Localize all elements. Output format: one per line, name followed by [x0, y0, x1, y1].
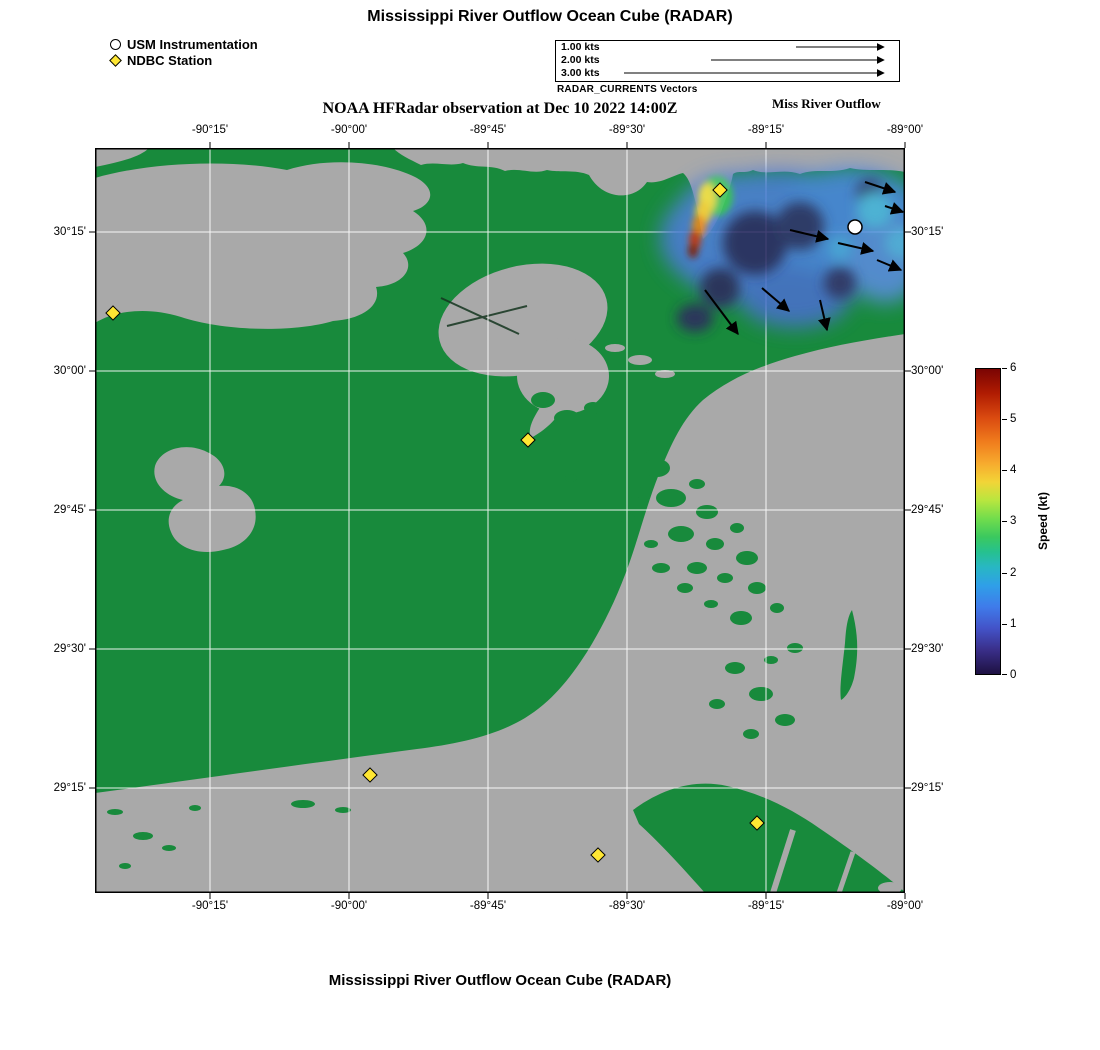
inland-lakes-west [154, 447, 256, 552]
lon-label-bottom: -89°30' [608, 900, 646, 912]
lon-label-bottom: -89°15' [747, 900, 785, 912]
colorbar-tick-label: 5 [1010, 413, 1017, 425]
waterway-channels [440, 297, 528, 335]
colorbar-tick [1002, 368, 1007, 369]
lat-label-left: 29°15' [53, 782, 86, 794]
lon-label-top: -90°00' [330, 124, 368, 136]
lat-label-right: 30°15' [911, 226, 944, 238]
ndbc-station-marker [105, 305, 121, 321]
lon-label-top: -89°30' [608, 124, 646, 136]
page-title: Mississippi River Outflow Ocean Cube (RA… [367, 8, 733, 25]
marker-legend: USM Instrumentation NDBC Station [109, 36, 258, 68]
colorbar-tick [1002, 624, 1007, 625]
lat-label-right: 29°45' [911, 504, 944, 516]
colorbar-tick [1002, 419, 1007, 420]
axis-ticks [89, 142, 911, 899]
vector-scale-2kt-label: 2.00 kts [561, 54, 600, 66]
vector-scale-3kt-label: 3.00 kts [561, 67, 600, 79]
usm-legend-label: USM Instrumentation [127, 36, 258, 52]
current-vector [704, 289, 739, 336]
corner-shoal [878, 882, 902, 893]
current-vector [837, 242, 875, 255]
colorbar-tick-label: 1 [1010, 618, 1017, 630]
lat-label-right: 30°00' [911, 365, 944, 377]
radar-hotspot [688, 176, 733, 258]
radar-speed-overlay [660, 168, 905, 332]
usm-circle-icon [110, 38, 121, 50]
legend-row-usm: USM Instrumentation [110, 36, 258, 52]
marsh-islands [107, 392, 905, 893]
lake-borgne [438, 263, 609, 438]
land-topleft-corner [95, 148, 149, 167]
delta-islets [107, 800, 351, 869]
map-frame [95, 148, 905, 893]
current-vector [789, 229, 830, 243]
station-markers [105, 182, 863, 863]
colorbar-tick-label: 3 [1010, 515, 1017, 527]
lake-pontchartrain [95, 162, 431, 329]
lon-label-top: -90°15' [191, 124, 229, 136]
lon-label-bottom: -89°45' [469, 900, 507, 912]
lat-label-left: 29°45' [53, 504, 86, 516]
colorbar-tick [1002, 521, 1007, 522]
colorbar-tick-label: 0 [1010, 669, 1017, 681]
ndbc-legend-label: NDBC Station [127, 52, 213, 68]
usm-instrument-marker [847, 219, 863, 235]
current-vectors [704, 181, 905, 336]
vector-scale-arrows [624, 43, 885, 77]
delta-channels [770, 829, 856, 893]
vector-scale-box: 1.00 kts 2.00 kts 3.00 kts [555, 40, 900, 82]
lon-label-top: -89°00' [886, 124, 924, 136]
ndbc-station-marker [749, 815, 765, 831]
legend-row-ndbc: NDBC Station [109, 52, 258, 68]
barrier-islets [605, 344, 675, 378]
lon-label-bottom: -89°00' [886, 900, 924, 912]
colorbar-tick [1002, 573, 1007, 574]
chandeleur-islands [840, 610, 858, 700]
colorbar-title: Speed (kt) [1036, 492, 1050, 551]
current-vector [761, 287, 790, 312]
observation-subtitle: NOAA HFRadar observation at Dec 10 2022 … [322, 100, 678, 117]
ndbc-diamond-icon [109, 53, 122, 67]
colorbar-tick-label: 6 [1010, 362, 1017, 374]
lon-label-bottom: -90°00' [330, 900, 368, 912]
lon-label-top: -89°15' [747, 124, 785, 136]
colorbar-tick [1002, 674, 1007, 675]
lon-label-top: -89°45' [469, 124, 507, 136]
lon-label-bottom: -90°15' [191, 900, 229, 912]
ndbc-station-marker [590, 847, 606, 863]
gulf-sound-gray [95, 334, 905, 893]
region-label: Miss River Outflow [772, 96, 881, 111]
current-vector [818, 299, 831, 332]
ndbc-station-marker [520, 432, 536, 448]
lat-label-right: 29°30' [911, 643, 944, 655]
colorbar-tick-label: 2 [1010, 567, 1017, 579]
ndbc-station-marker [362, 767, 378, 783]
lat-label-left: 29°30' [53, 643, 86, 655]
colorbar-tick-label: 4 [1010, 464, 1017, 476]
lat-label-left: 30°15' [53, 226, 86, 238]
current-vector [864, 181, 897, 195]
vector-scale-caption: RADAR_CURRENTS Vectors [557, 84, 698, 95]
colorbar-tick [1002, 470, 1007, 471]
current-vector [884, 202, 905, 215]
bottom-title: Mississippi River Outflow Ocean Cube (RA… [328, 972, 672, 989]
vector-scale-1kt-label: 1.00 kts [561, 41, 600, 53]
southeast-delta-land [633, 783, 905, 893]
ndbc-station-marker [712, 182, 728, 198]
lat-label-right: 29°15' [911, 782, 944, 794]
colorbar-gradient [975, 368, 1001, 675]
map-svg [89, 142, 911, 899]
map [89, 142, 911, 899]
current-vector [876, 259, 903, 272]
lat-label-left: 30°00' [53, 365, 86, 377]
